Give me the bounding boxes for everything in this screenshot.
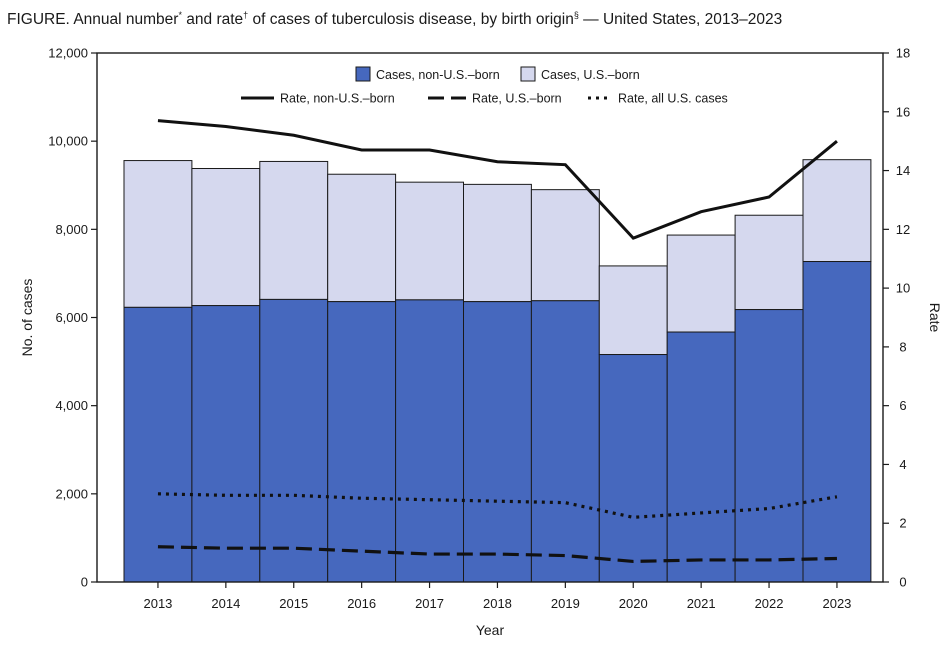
- x-tick-label-2021: 2021: [687, 596, 716, 611]
- bar-us-born-2019: [530, 189, 600, 302]
- bar-non-us-born-2020: [598, 354, 668, 583]
- legend-label-non-us-born: Cases, non-U.S.–born: [376, 68, 500, 82]
- line-series-1: [157, 119, 838, 240]
- bar-us-born-2017: [395, 181, 465, 301]
- y2-tick-label: 2: [899, 516, 906, 531]
- y2-tick-label: 0: [899, 575, 906, 590]
- bar-non-us-born-2021: [666, 331, 736, 583]
- legend-swatch-us-born: [520, 66, 536, 82]
- y2-tick-label: 4: [899, 457, 906, 472]
- bar-non-us-born-2018: [463, 301, 532, 583]
- legend-line-label-2: Rate, U.S.–born: [472, 92, 562, 106]
- line-layer: [157, 119, 838, 564]
- x-tick-label-2017: 2017: [415, 596, 444, 611]
- x-tick-label-2020: 2020: [619, 596, 648, 611]
- y-axis-title: No. of cases: [19, 279, 35, 357]
- bar-non-us-born-2015: [259, 298, 329, 583]
- x-tick-label-2015: 2015: [279, 596, 308, 611]
- line-series-2: [157, 545, 837, 564]
- bar-us-born-2023: [802, 159, 872, 263]
- bar-us-born-2021: [666, 234, 736, 333]
- y2-tick-label: 14: [896, 163, 910, 178]
- y2-tick-label: 12: [896, 222, 910, 237]
- bar-non-us-born-2014: [191, 305, 261, 583]
- y2-tick-label: 10: [896, 281, 910, 296]
- bar-us-born-2022: [734, 214, 804, 311]
- bar-non-us-born-2017: [395, 299, 465, 583]
- axes-layer: 0 2,000 4,000 6,000 8,000 10,000 12,000 0 2 4 6 8 10…: [19, 46, 943, 639]
- y-tick-label: 0: [81, 575, 88, 590]
- y2-tick-label: 18: [896, 46, 910, 61]
- legend-swatch-non-us-born: [355, 66, 371, 82]
- x-tick-label-2023: 2023: [822, 596, 851, 611]
- bar-us-born-2015: [259, 160, 329, 300]
- x-tick-label-2019: 2019: [551, 596, 580, 611]
- y2-tick-label: 6: [899, 398, 906, 413]
- figure-title: FIGURE. Annual number* and rate† of case…: [7, 10, 783, 29]
- x-tick-label-2016: 2016: [347, 596, 376, 611]
- y-tick-label: 4,000: [55, 398, 88, 413]
- bar-us-born-2013: [123, 160, 193, 308]
- bar-layer: [123, 159, 872, 583]
- y2-tick-label: 8: [899, 339, 906, 354]
- bar-us-born-2018: [463, 183, 532, 303]
- y-tick-label: 6,000: [55, 310, 88, 325]
- x-tick-label-2022: 2022: [755, 596, 784, 611]
- legend-label-us-born: Cases, U.S.–born: [541, 68, 640, 82]
- y2-tick-label: 16: [896, 104, 910, 119]
- bar-non-us-born-2019: [530, 300, 600, 583]
- x-tick-label-2013: 2013: [143, 596, 172, 611]
- x-axis-title: Year: [476, 622, 505, 638]
- bar-us-born-2020: [598, 265, 668, 356]
- legend-line-label-3: Rate, all U.S. cases: [618, 92, 728, 106]
- y2-axis-title: Rate: [927, 303, 943, 333]
- y-tick-label: 10,000: [48, 134, 88, 149]
- bar-us-born-2014: [191, 167, 261, 307]
- bar-non-us-born-2016: [327, 301, 397, 583]
- bar-non-us-born-2022: [734, 309, 804, 583]
- bar-non-us-born-2013: [123, 306, 193, 583]
- bar-non-us-born-2023: [802, 261, 872, 583]
- legend: Cases, non-U.S.–born Cases, U.S.–born Rate…: [241, 66, 728, 106]
- line-series-3: [157, 492, 838, 519]
- y-tick-label: 8,000: [55, 222, 88, 237]
- y-tick-label: 12,000: [48, 46, 88, 61]
- legend-line-label-1: Rate, non-U.S.–born: [280, 92, 395, 106]
- bar-us-born-2016: [327, 173, 397, 303]
- y-tick-label: 2,000: [55, 486, 88, 501]
- x-tick-label-2018: 2018: [483, 596, 512, 611]
- x-tick-label-2014: 2014: [211, 596, 240, 611]
